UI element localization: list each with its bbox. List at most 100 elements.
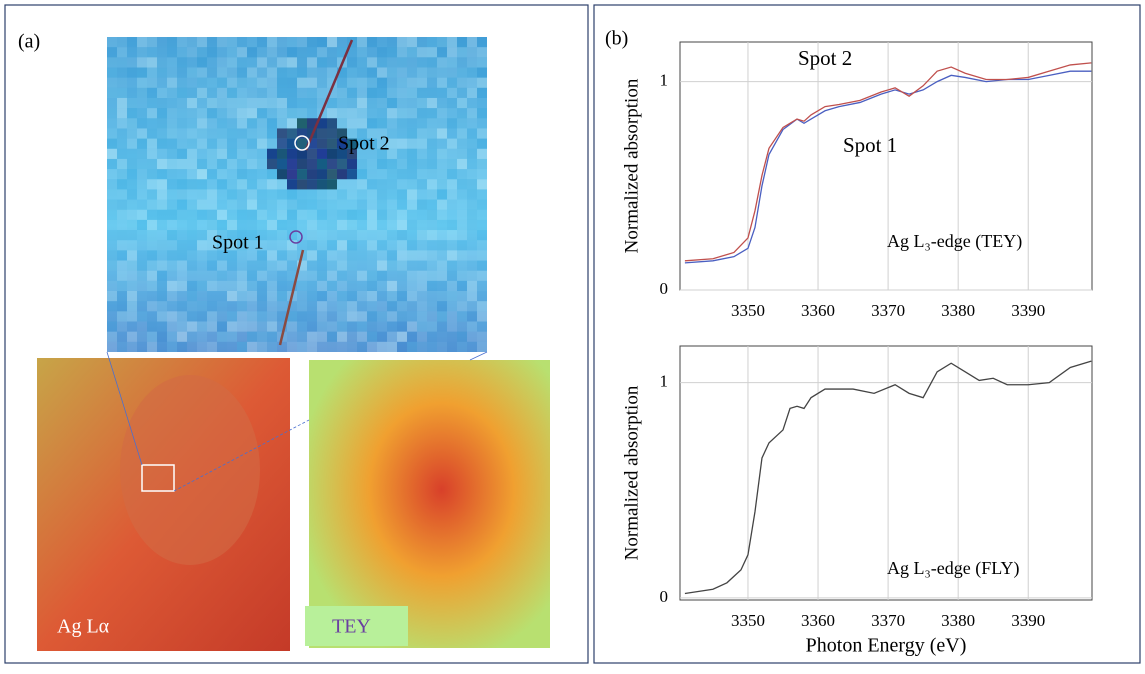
map-pixel	[477, 250, 487, 261]
map-pixel	[287, 219, 297, 231]
map-pixel	[347, 138, 357, 149]
map-pixel	[457, 47, 467, 58]
map-pixel	[287, 250, 297, 261]
map-pixel	[457, 219, 467, 231]
map-pixel	[447, 291, 457, 302]
map-pixel	[167, 240, 177, 251]
map-pixel	[377, 148, 387, 159]
map-pixel	[457, 240, 467, 251]
map-pixel	[447, 37, 457, 48]
map-pixel	[467, 67, 477, 78]
map-pixel	[417, 189, 427, 200]
map-pixel	[197, 280, 207, 292]
map-pixel	[287, 108, 297, 119]
map-pixel	[137, 189, 147, 200]
map-pixel	[127, 280, 137, 292]
map-pixel	[327, 250, 337, 261]
map-pixel	[327, 158, 337, 170]
map-pixel	[167, 311, 177, 322]
map-pixel	[127, 57, 137, 68]
map-pixel	[127, 108, 137, 119]
map-pixel	[427, 240, 437, 251]
map-pixel	[417, 260, 427, 271]
map-pixel	[207, 179, 217, 190]
map-pixel	[167, 37, 177, 48]
map-pixel	[377, 97, 387, 109]
map-pixel	[197, 250, 207, 261]
map-pixel	[317, 280, 327, 292]
map-pixel	[197, 57, 207, 68]
map-pixel	[417, 148, 427, 159]
map-pixel	[377, 219, 387, 231]
map-pixel	[447, 301, 457, 312]
map-pixel	[297, 77, 307, 88]
map-pixel	[227, 158, 237, 170]
map-pixel	[257, 97, 267, 109]
map-pixel	[157, 37, 167, 48]
map-pixel	[417, 250, 427, 261]
map-pixel	[407, 108, 417, 119]
map-pixel	[147, 230, 157, 241]
map-pixel	[387, 209, 397, 220]
map-pixel	[417, 118, 427, 129]
map-pixel	[227, 240, 237, 251]
map-pixel	[207, 97, 217, 109]
map-pixel	[437, 57, 447, 68]
map-pixel	[387, 199, 397, 210]
map-pixel	[167, 97, 177, 109]
map-pixel	[227, 179, 237, 190]
map-pixel	[217, 219, 227, 231]
map-pixel	[187, 240, 197, 251]
map-pixel	[357, 138, 367, 149]
map-pixel	[147, 158, 157, 170]
map-pixel	[267, 128, 277, 139]
map-pixel	[197, 108, 207, 119]
panel-frame	[593, 4, 1141, 664]
map-pixel	[387, 311, 397, 322]
map-pixel	[217, 250, 227, 261]
map-pixel	[267, 331, 277, 342]
map-pixel	[277, 57, 287, 68]
map-pixel	[327, 148, 337, 159]
map-pixel	[267, 67, 277, 78]
map-pixel	[197, 240, 207, 251]
map-pixel	[287, 341, 297, 352]
map-pixel	[427, 301, 437, 312]
map-pixel	[317, 270, 327, 281]
map-pixel	[287, 240, 297, 251]
x-tick-label: 3360	[801, 611, 835, 630]
map-pixel	[327, 321, 337, 332]
map-pixel	[217, 270, 227, 281]
map-pixel	[107, 77, 117, 88]
map-pixel	[427, 230, 437, 241]
map-pixel	[267, 260, 277, 271]
map-pixel	[417, 291, 427, 302]
map-pixel	[297, 47, 307, 58]
map-pixel	[297, 301, 307, 312]
map-pixel	[187, 77, 197, 88]
map-pixel	[467, 37, 477, 48]
map-pixel	[297, 291, 307, 302]
map-pixel	[457, 37, 467, 48]
map-pixel	[227, 87, 237, 98]
map-pixel	[457, 118, 467, 129]
map-pixel	[477, 108, 487, 119]
map-pixel	[337, 128, 347, 139]
map-pixel	[477, 158, 487, 170]
map-pixel	[107, 240, 117, 251]
map-pixel	[397, 199, 407, 210]
map-pixel	[427, 270, 437, 281]
map-pixel	[467, 138, 477, 149]
map-pixel	[157, 250, 167, 261]
map-pixel	[117, 291, 127, 302]
map-pixel	[427, 219, 437, 231]
map-pixel	[377, 260, 387, 271]
map-pixel	[357, 341, 367, 352]
map-pixel	[437, 37, 447, 48]
map-pixel	[367, 301, 377, 312]
map-pixel	[387, 118, 397, 129]
map-pixel	[177, 291, 187, 302]
map-pixel	[207, 37, 217, 48]
map-pixel	[377, 291, 387, 302]
